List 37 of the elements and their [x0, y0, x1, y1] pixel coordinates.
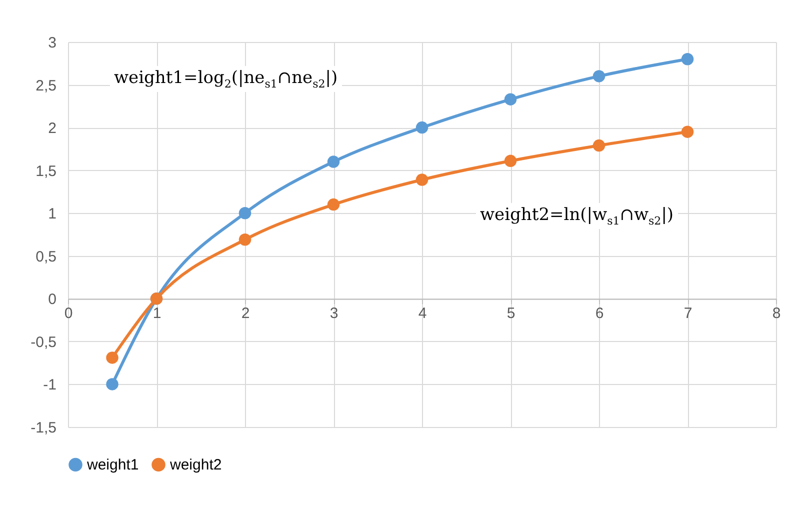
x-tick-label: 3: [330, 305, 338, 322]
point: [106, 378, 118, 390]
x-tick-label: 4: [418, 305, 427, 322]
y-tick-label: 0,5: [36, 248, 56, 266]
x-tick-label: 2: [241, 305, 250, 322]
point: [592, 139, 606, 152]
point: [238, 207, 252, 220]
y-tick-label: 1,5: [36, 162, 56, 180]
y-tick-label: -1,5: [30, 420, 56, 436]
point: [238, 234, 252, 246]
x-tick-label: 8: [772, 305, 781, 322]
point: [327, 156, 340, 168]
point: [592, 70, 606, 82]
y-tick-label: 0: [48, 291, 56, 308]
y-tick-label: -0,5: [30, 334, 56, 351]
annotation: weight2=ln(|w$_{s1}$∩w$_{s2}$|): [476, 203, 678, 230]
legend-label: weight1: [86, 456, 139, 474]
x-tick-label: 6: [595, 305, 604, 322]
y-tick-label: 2,5: [36, 77, 56, 94]
y-tick-label: 1: [48, 206, 56, 223]
point: [504, 93, 517, 106]
point: [681, 126, 694, 138]
point: [416, 174, 428, 186]
annotation: weight1=log$_{2}$(|ne$_{s1}$∩ne$_{s2}$|): [110, 66, 342, 92]
point: [327, 198, 340, 211]
x-tick-label: 5: [506, 305, 516, 322]
point: [416, 121, 428, 134]
x-tick-label: 7: [684, 305, 692, 322]
point: [681, 53, 694, 66]
x-tick-label: 0: [64, 305, 73, 322]
legend-label: weight2: [169, 456, 222, 474]
point: [504, 154, 517, 168]
y-tick-label: 3: [48, 34, 56, 52]
point: [106, 352, 118, 364]
y-tick-label: -1: [43, 376, 56, 394]
y-tick-label: 2: [48, 120, 56, 138]
x-tick-label: 1: [152, 305, 162, 322]
